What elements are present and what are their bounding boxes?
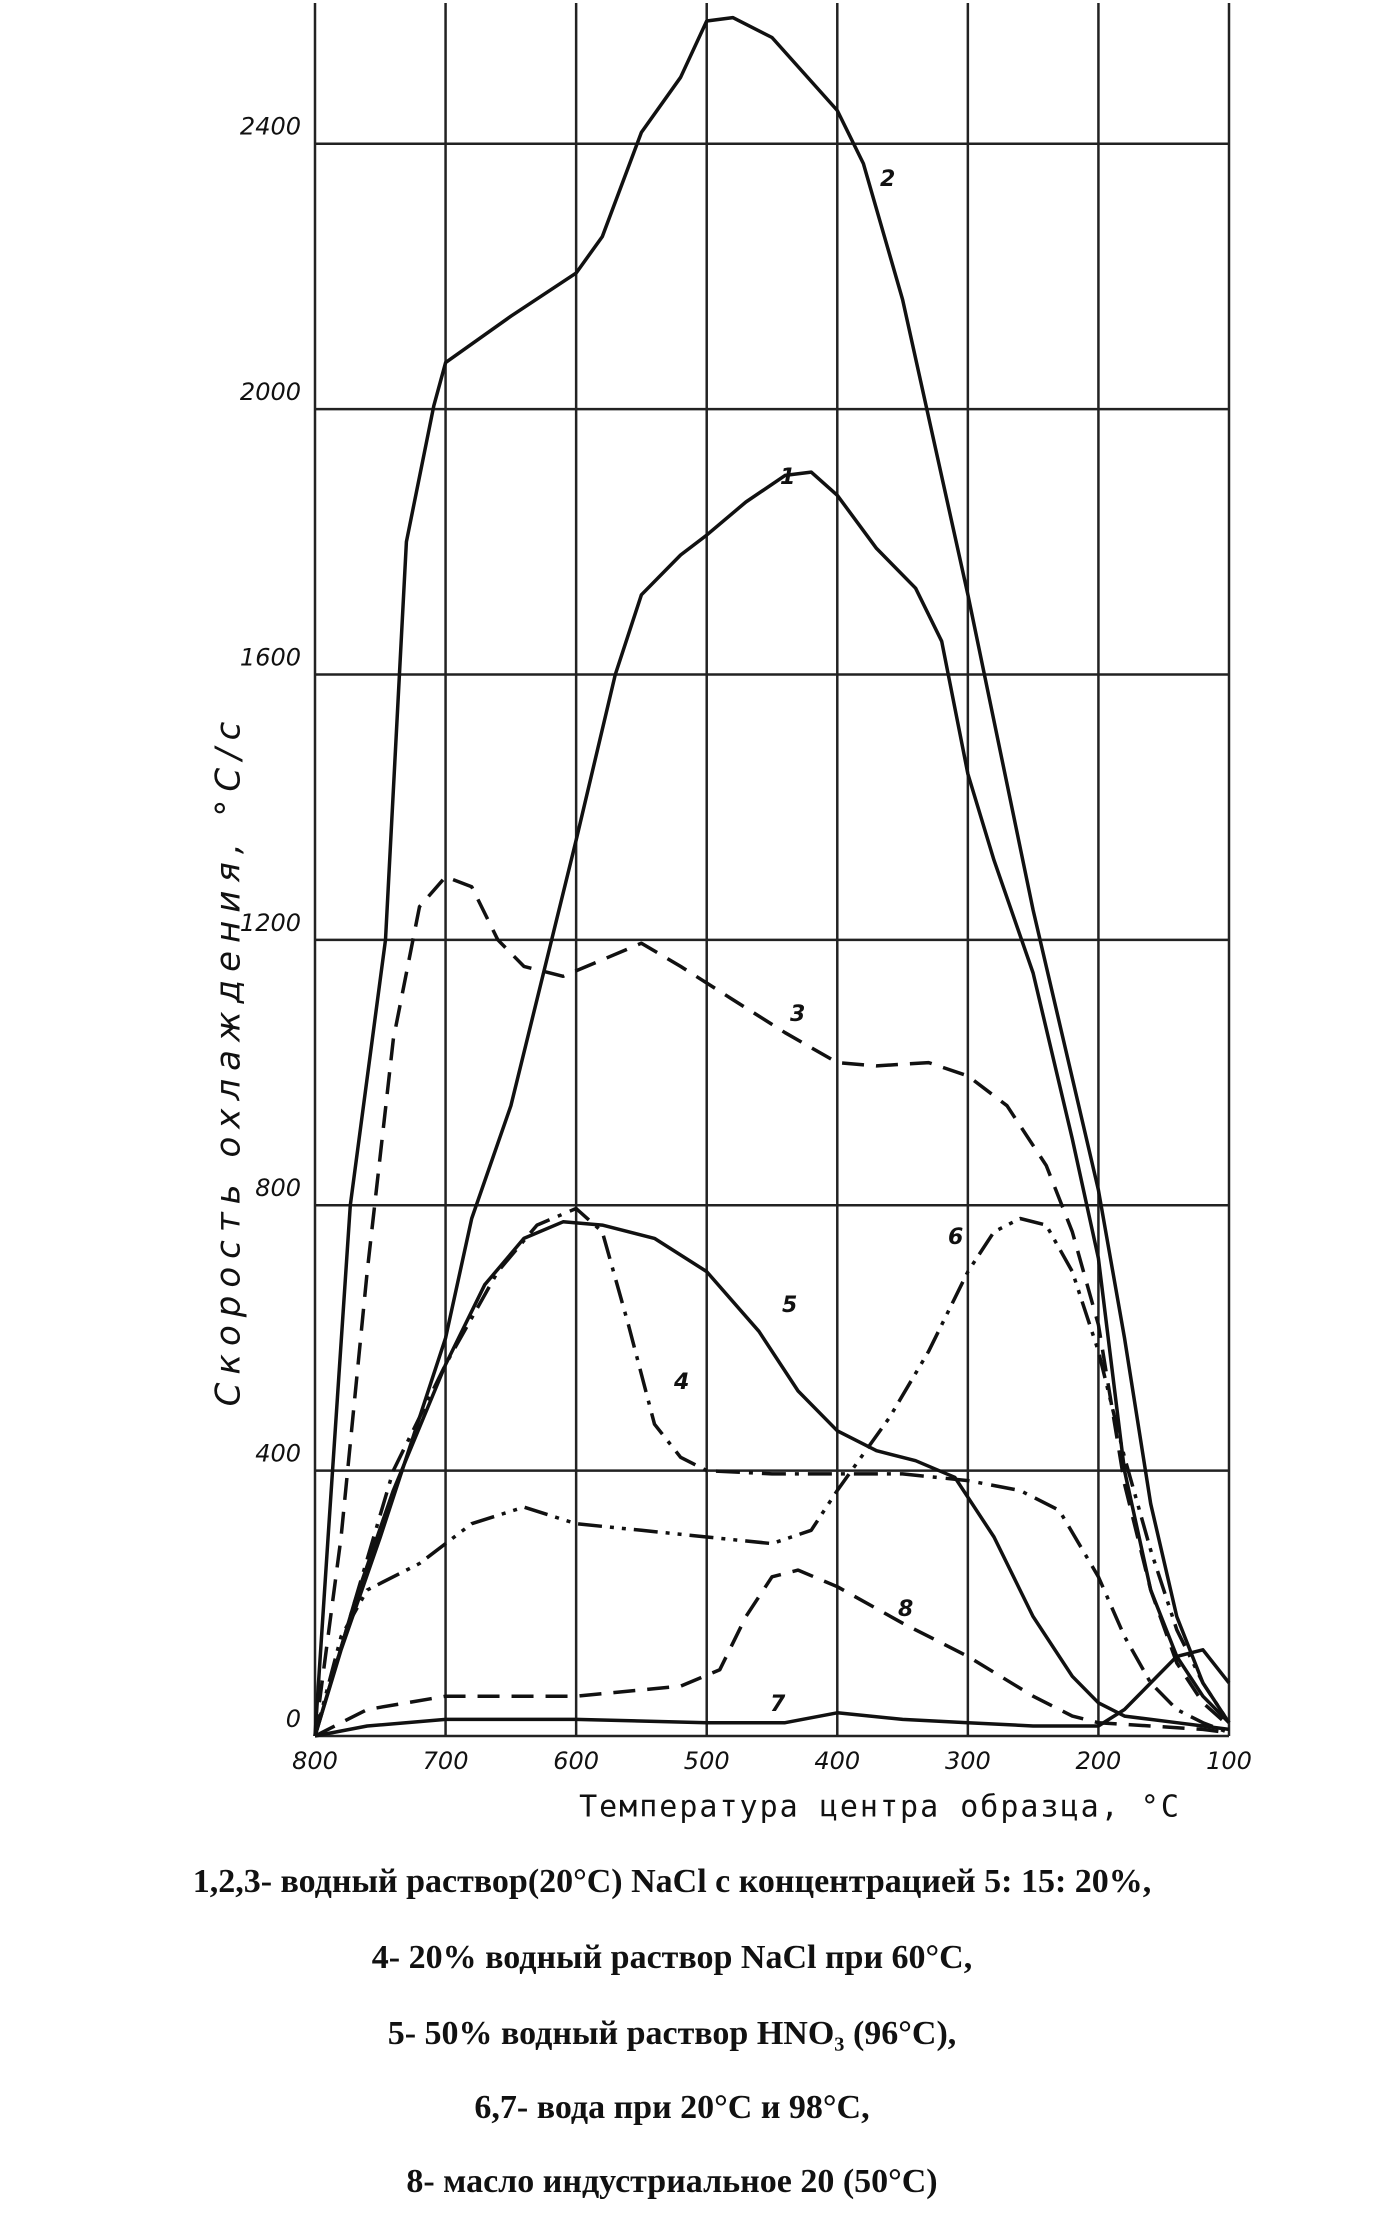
caption-line: 1,2,3- водный раствор(20°С) NaCl с конце…: [193, 1863, 1152, 1900]
x-tick-label: 500: [684, 1747, 730, 1775]
caption-line: 4- 20% водный раствор NaCl при 60°С,: [372, 1939, 972, 1976]
series-label: 8: [898, 1597, 913, 1622]
y-tick-label: 800: [255, 1174, 301, 1202]
x-tick-label: 400: [814, 1747, 860, 1775]
x-tick-label: 300: [945, 1747, 991, 1775]
caption-line: 5- 50% водный раствор HNO₃ (96°С),: [388, 2015, 957, 2052]
y-tick-label: 400: [255, 1440, 301, 1468]
y-tick-label: 2400: [240, 113, 301, 141]
x-tick-label: 700: [423, 1747, 469, 1775]
x-tick-label: 600: [553, 1747, 599, 1775]
series-line: [314, 1648, 1231, 1738]
series-line: [313, 470, 1231, 1737]
x-tick-label: 800: [292, 1747, 338, 1775]
y-axis-label: Скорость охлаждения, °С/с: [209, 714, 249, 1407]
series-label: 6: [948, 1225, 963, 1250]
series-line: [313, 1220, 1230, 1737]
series-line: [313, 15, 1231, 1737]
y-tick-label: 2000: [240, 378, 301, 406]
caption-line: 8- масло индустриальное 20 (50°С): [406, 2163, 937, 2200]
y-tick-label: 1200: [240, 909, 301, 937]
series-line: [313, 1206, 1230, 1737]
series-label: 3: [790, 1002, 805, 1027]
series-line: [313, 1216, 1231, 1737]
x-axis-label: Температура центра образца, °С: [579, 1790, 1181, 1825]
series-label: 7: [770, 1692, 786, 1717]
series-line: [313, 875, 1231, 1737]
x-tick-label: 100: [1206, 1747, 1252, 1775]
series-line: [314, 1568, 1230, 1738]
series-label: 2: [880, 167, 895, 192]
y-tick-label: 0: [286, 1705, 301, 1733]
series-label: 4: [673, 1370, 689, 1395]
series-label: 5: [782, 1293, 797, 1318]
series-label: 1: [780, 465, 795, 490]
caption-line: 6,7- вода при 20°С и 98°С,: [474, 2089, 869, 2126]
x-tick-label: 200: [1076, 1747, 1122, 1775]
y-tick-label: 1600: [240, 643, 301, 671]
